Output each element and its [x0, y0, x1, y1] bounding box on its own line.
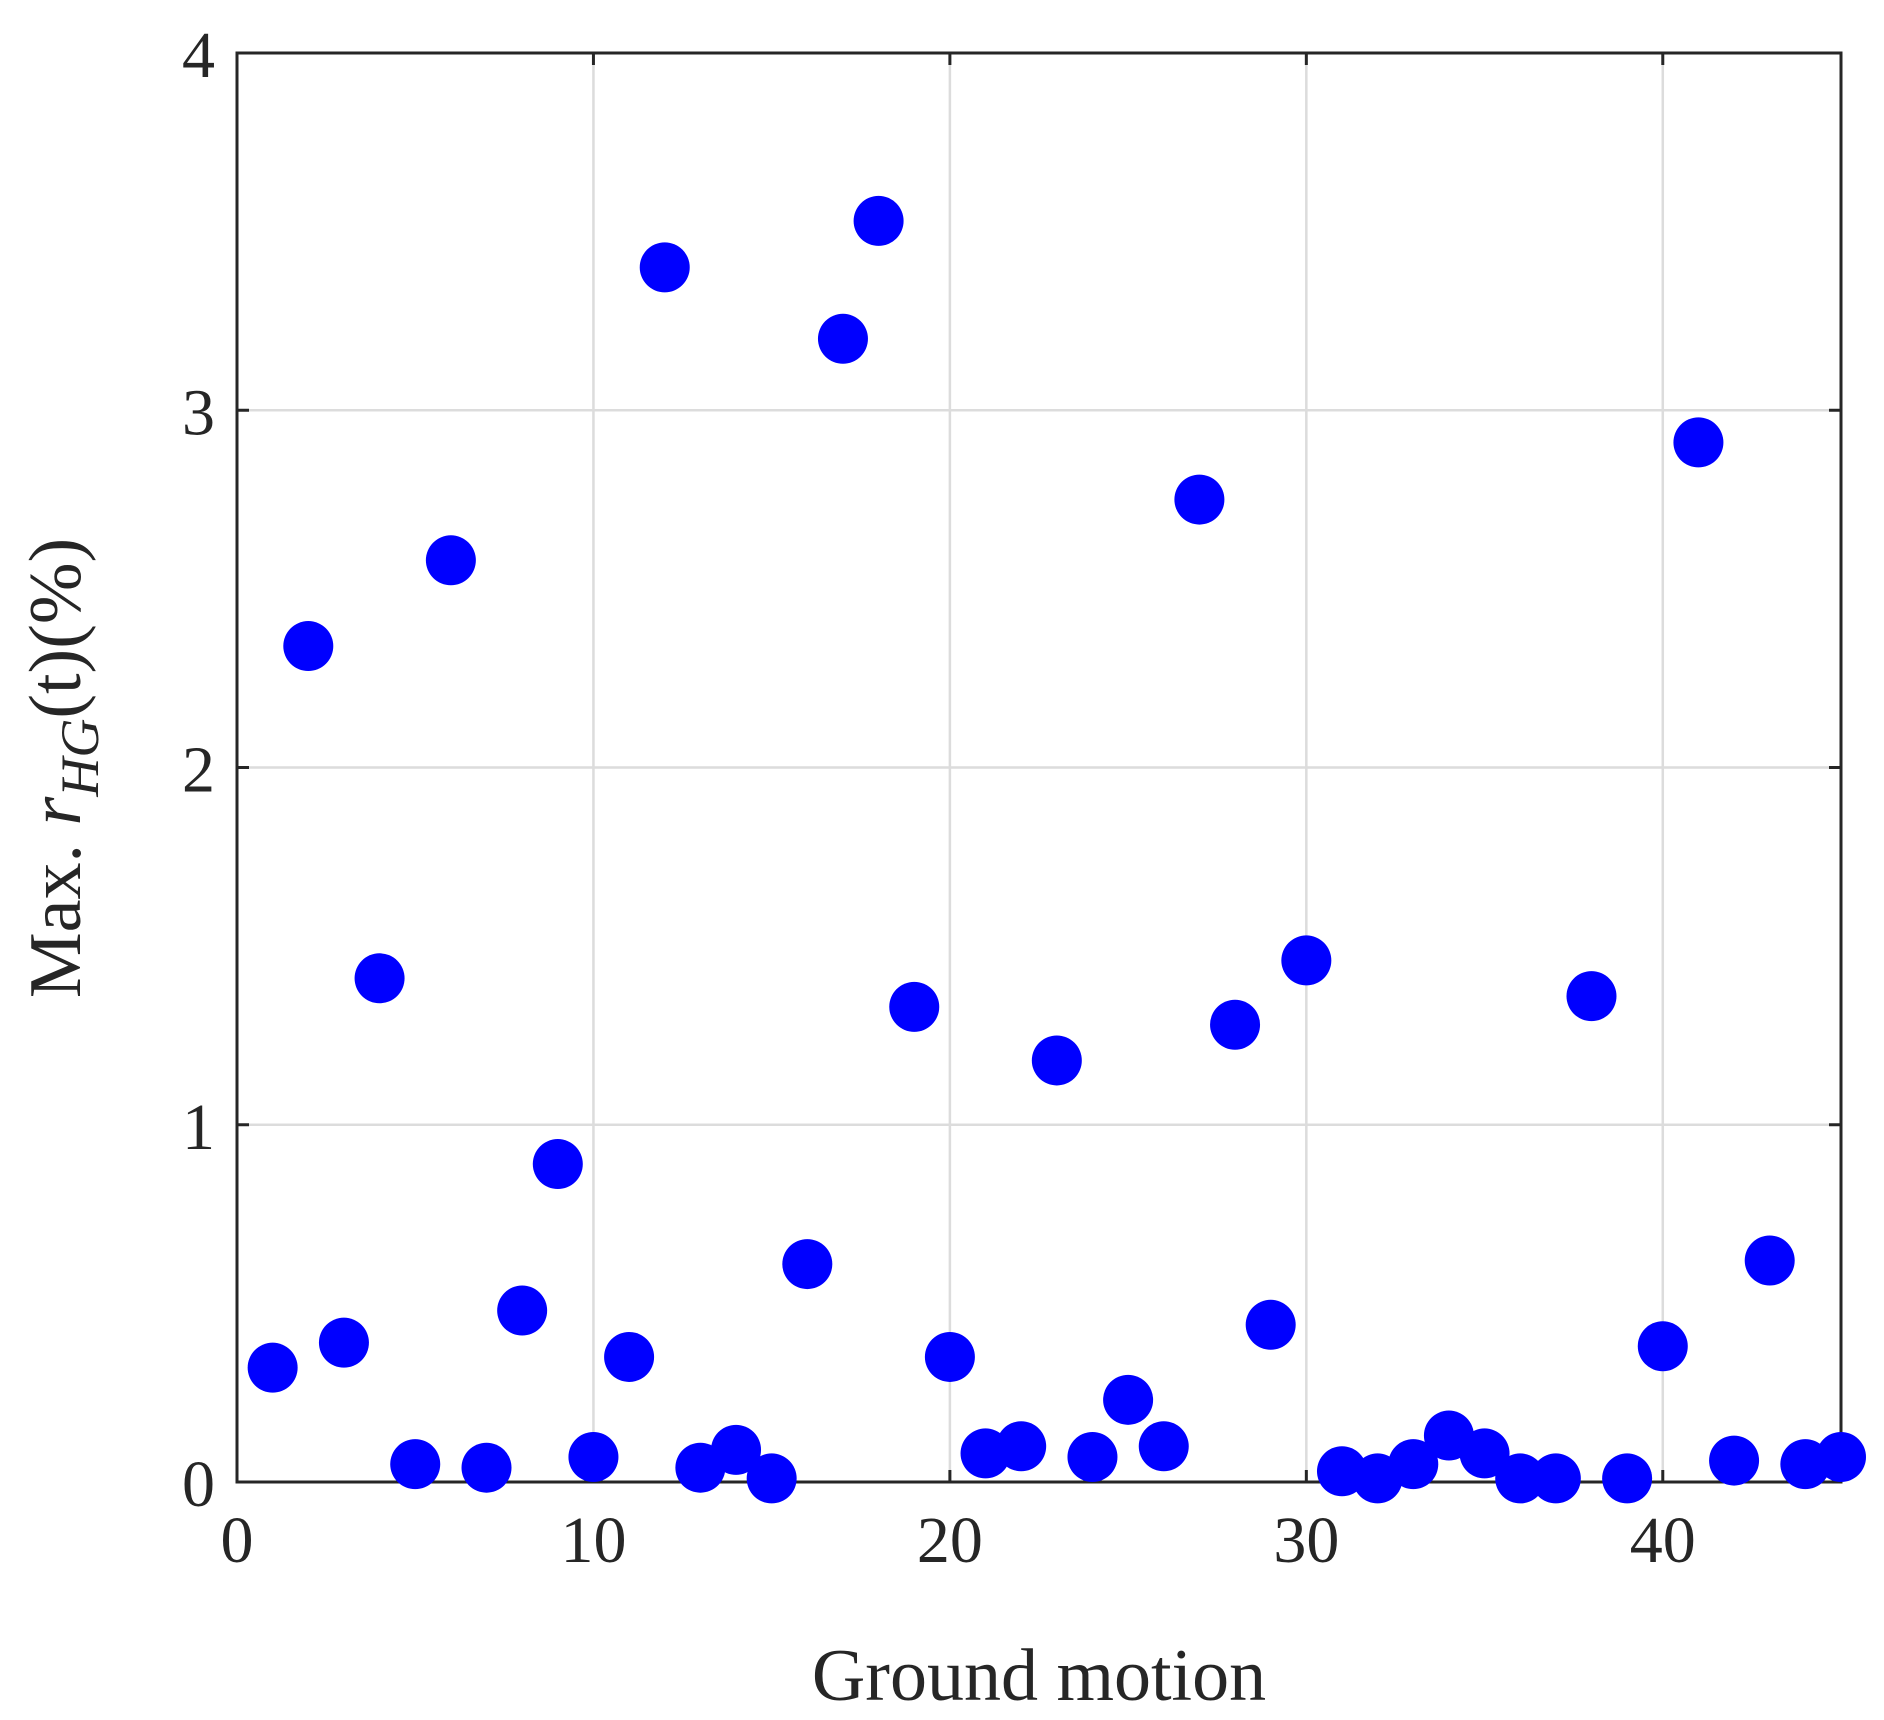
x-tick-label: 20: [917, 1504, 983, 1577]
y-tick-label: 3: [182, 376, 215, 449]
point: [497, 1285, 548, 1336]
y-label-suffix: (t)(%): [15, 538, 97, 719]
point: [853, 195, 904, 246]
point: [283, 621, 334, 672]
x-tick-label: 40: [1630, 1504, 1696, 1577]
point: [425, 535, 476, 586]
point: [461, 1442, 512, 1493]
point: [1388, 1439, 1439, 1490]
point: [1530, 1453, 1581, 1504]
point: [746, 1453, 797, 1504]
y-tick-label: 0: [182, 1448, 215, 1521]
point: [1103, 1374, 1154, 1425]
y-label-text: Max.: [15, 825, 97, 998]
x-tick-label: 10: [560, 1504, 626, 1577]
plot-frame: [235, 51, 1843, 1484]
y-tick-label: 1: [182, 1091, 215, 1164]
point: [318, 1317, 369, 1368]
point: [817, 313, 868, 364]
point: [1602, 1453, 1653, 1504]
point: [354, 953, 405, 1004]
point: [711, 1424, 762, 1475]
point: [1709, 1435, 1760, 1486]
point: [1174, 474, 1225, 525]
point: [1744, 1235, 1795, 1286]
point: [639, 242, 690, 293]
point: [1673, 417, 1724, 468]
x-tick-label: 0: [221, 1504, 254, 1577]
point: [782, 1239, 833, 1290]
point: [1816, 1431, 1866, 1482]
point: [532, 1139, 583, 1190]
y-label-sub: HG: [50, 719, 110, 798]
x-tick-label: 30: [1273, 1504, 1339, 1577]
point: [247, 1342, 298, 1393]
point: [1067, 1431, 1118, 1482]
point: [1637, 1321, 1688, 1372]
point: [1459, 1428, 1510, 1479]
point: [1245, 1299, 1296, 1350]
point: [1566, 971, 1617, 1022]
point: [568, 1431, 619, 1482]
point: [924, 1331, 975, 1382]
point: [1495, 1453, 1546, 1504]
point: [996, 1421, 1047, 1472]
point: [1031, 1035, 1082, 1086]
y-label-var: r: [15, 795, 97, 825]
y-axis-label: Max. rHG(t)(%): [15, 538, 110, 998]
point: [1281, 935, 1332, 986]
point: [604, 1331, 655, 1382]
point: [390, 1439, 441, 1490]
y-tick-label: 2: [182, 734, 215, 807]
x-axis-label: Ground motion: [812, 1635, 1266, 1717]
point: [1210, 999, 1261, 1050]
point: [889, 981, 940, 1032]
y-tick-label: 4: [182, 19, 215, 92]
point: [1138, 1421, 1189, 1472]
